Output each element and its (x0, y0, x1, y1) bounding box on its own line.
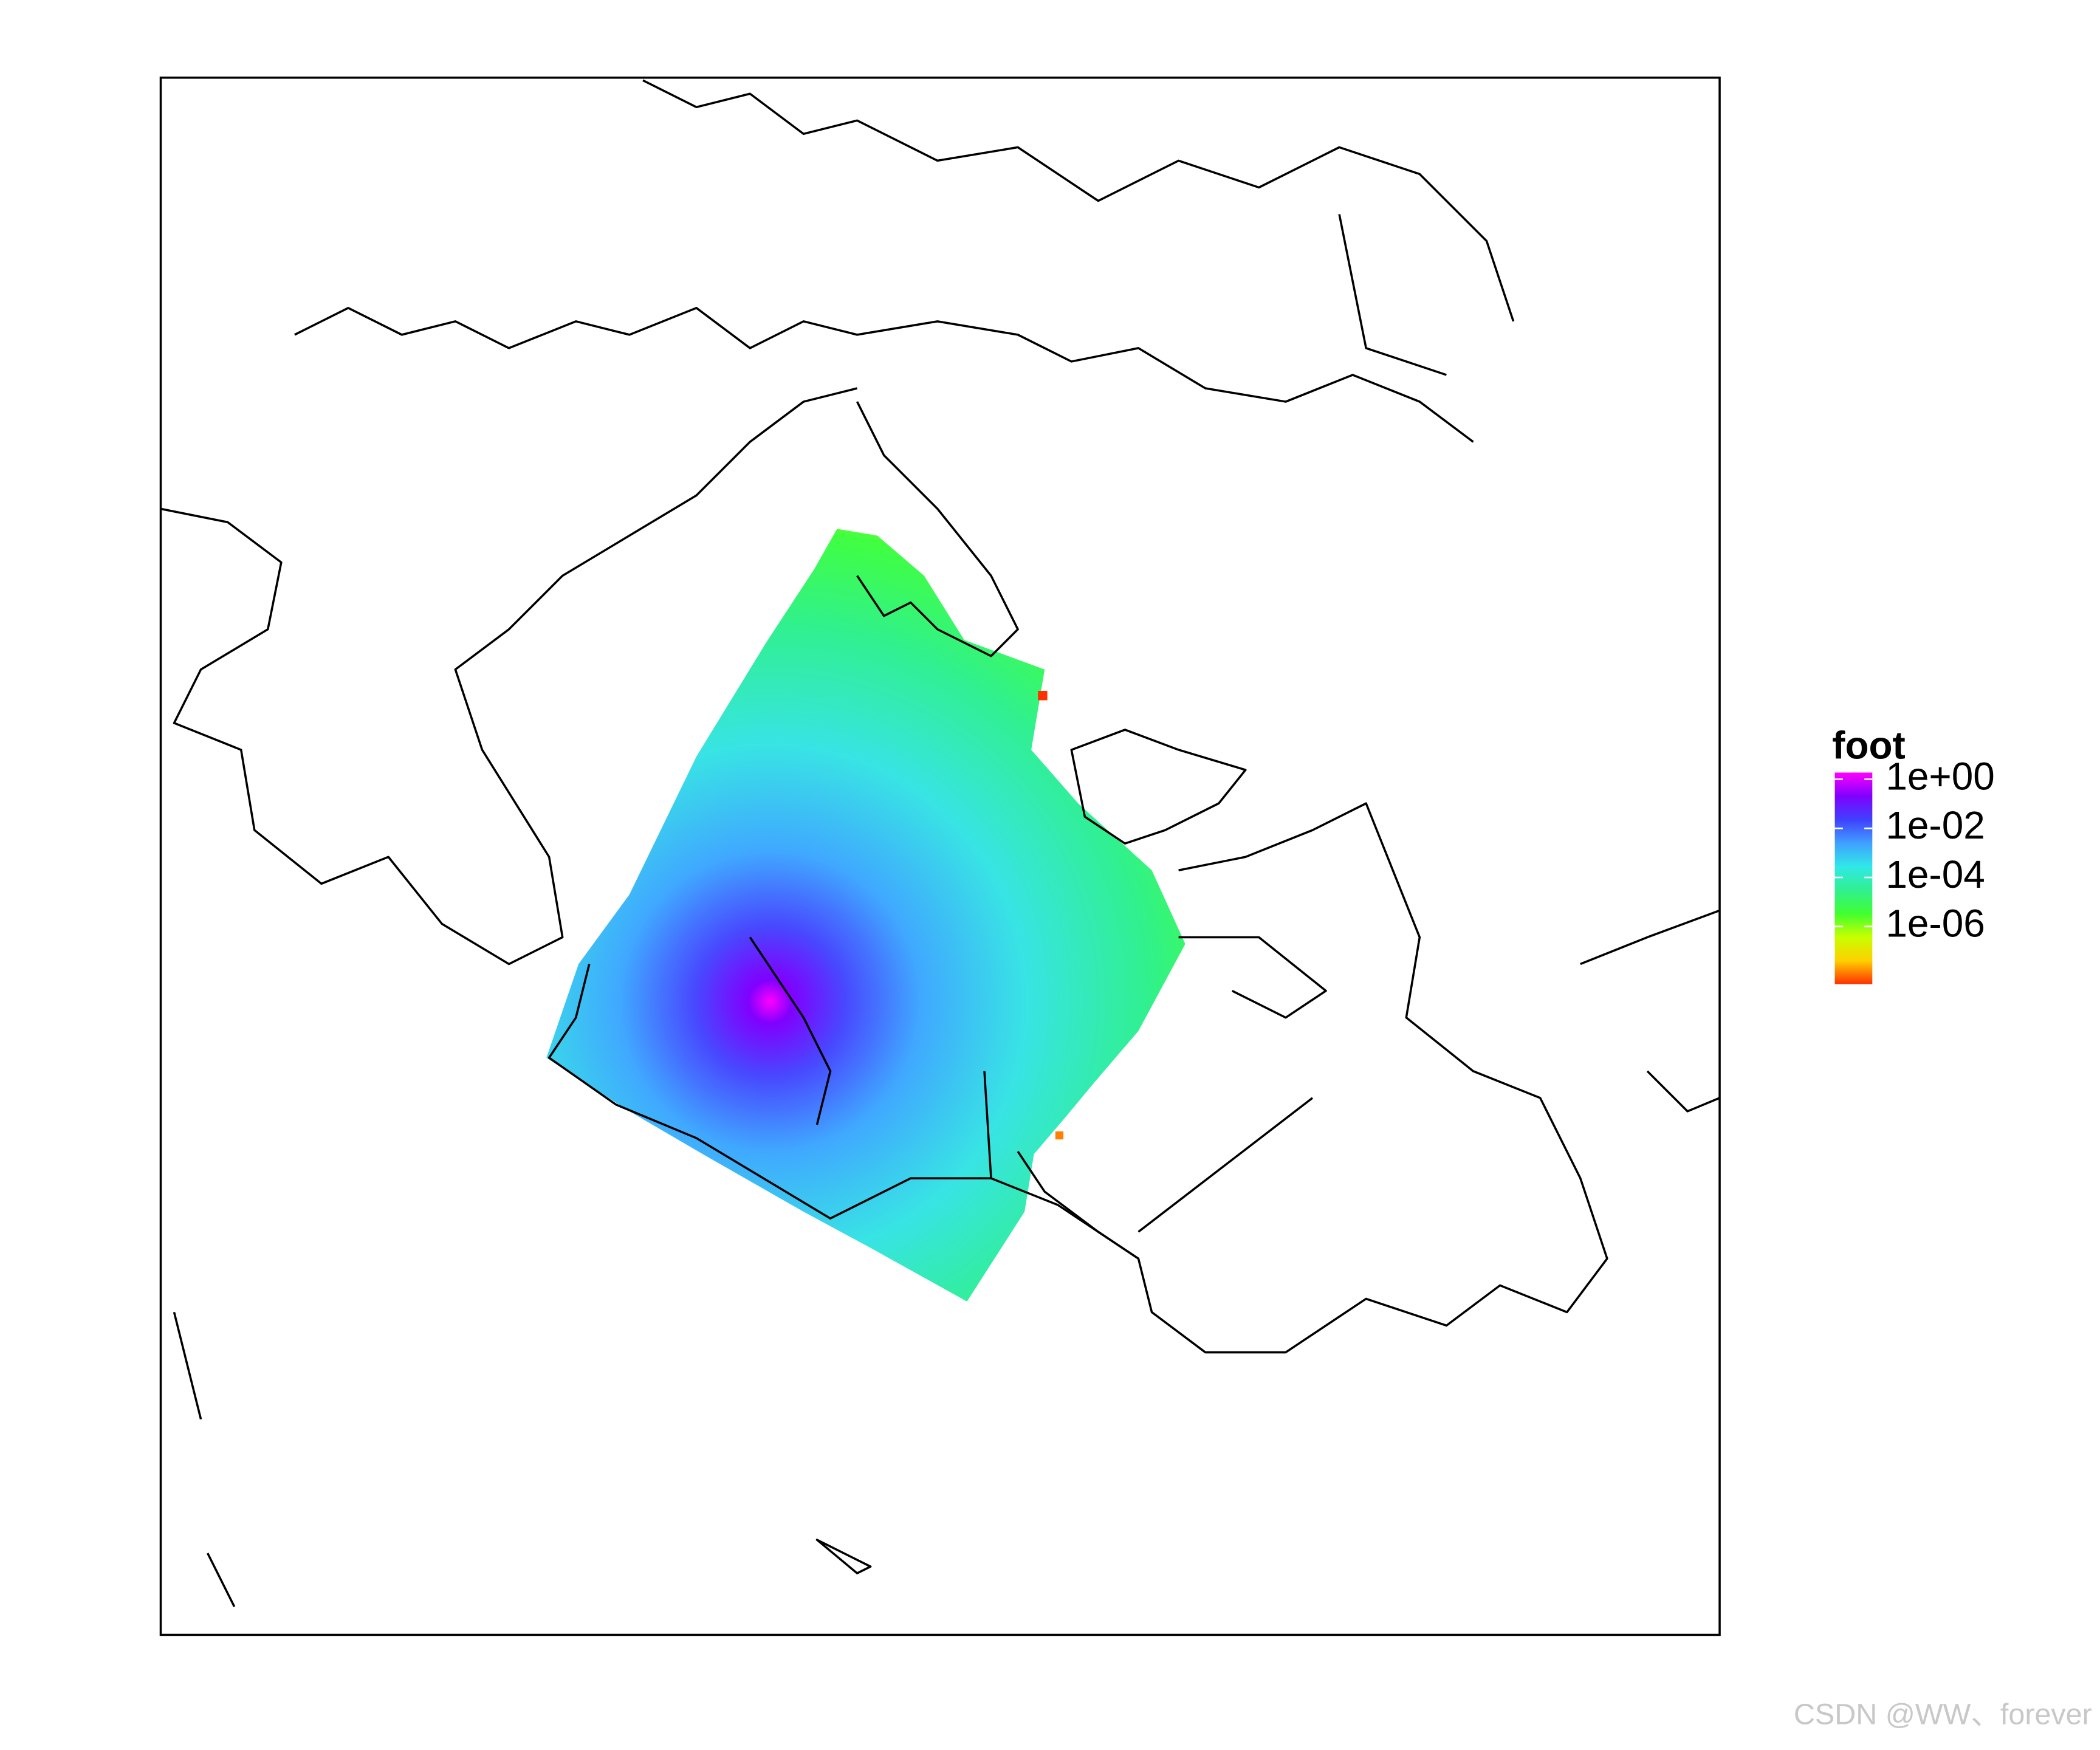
coastline (1017, 802, 1608, 1354)
legend-tick-label: 1e-02 (1886, 803, 1985, 847)
coastline (749, 214, 1447, 1233)
coastline (547, 964, 1139, 1260)
watermark: CSDN @WW、forever (1794, 1698, 2092, 1731)
legend-tick-label: 1e-06 (1886, 902, 1985, 945)
coastline (294, 307, 1474, 443)
footprint-cell (1055, 1131, 1064, 1140)
legend-tick-label: 1e-04 (1886, 853, 1985, 896)
footprint-cell (1038, 691, 1048, 701)
footprint (546, 529, 1186, 1302)
map-frame (159, 77, 1721, 1636)
coastline (173, 1312, 872, 1608)
coastline (642, 79, 1515, 322)
legend: foot 1e+00 1e-02 1e-04 1e-06 (1832, 724, 1995, 984)
legend-title: foot (1832, 724, 1906, 767)
coastline (1178, 909, 1720, 1113)
coastline (856, 401, 1019, 657)
color-bar (1834, 772, 1873, 984)
map-area (160, 79, 1720, 1608)
coastline (1070, 729, 1247, 845)
legend-tick-label: 1e+00 (1886, 754, 1995, 798)
coastline (160, 387, 858, 966)
